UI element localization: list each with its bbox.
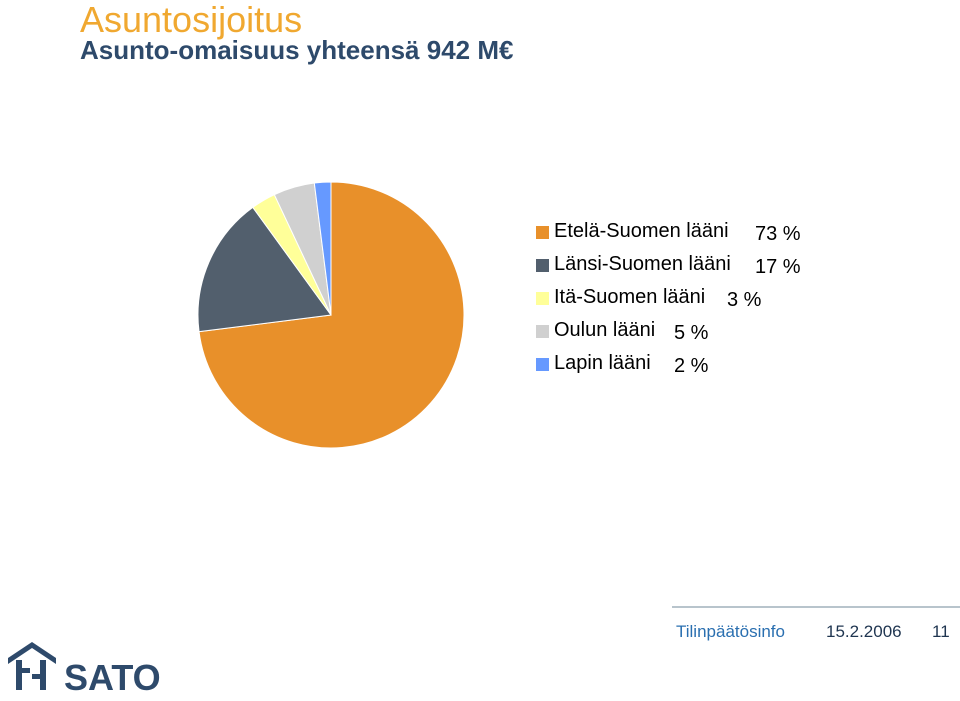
logo-roof-shape <box>8 642 56 664</box>
sato-logo: SATO <box>8 642 161 698</box>
logo-left-arm <box>22 668 30 673</box>
logo-wordmark: SATO <box>64 657 161 698</box>
footer-divider <box>672 606 960 608</box>
pie-slice-lappi <box>313 181 332 316</box>
footer-title: Tilinpäätösinfo <box>676 622 785 641</box>
logo-left-bar <box>16 660 22 690</box>
page-number: 11 <box>932 622 950 641</box>
slide-subtitle: Asunto-omaisuus yhteensä 942 M€ <box>80 35 514 65</box>
slide-title: Asuntosijoitus <box>80 0 303 40</box>
pie-slice-lansi <box>197 206 332 333</box>
footer-date: 15.2.2006 <box>826 622 902 641</box>
logo-right-bar <box>40 660 46 690</box>
logo-right-arm <box>32 674 40 679</box>
